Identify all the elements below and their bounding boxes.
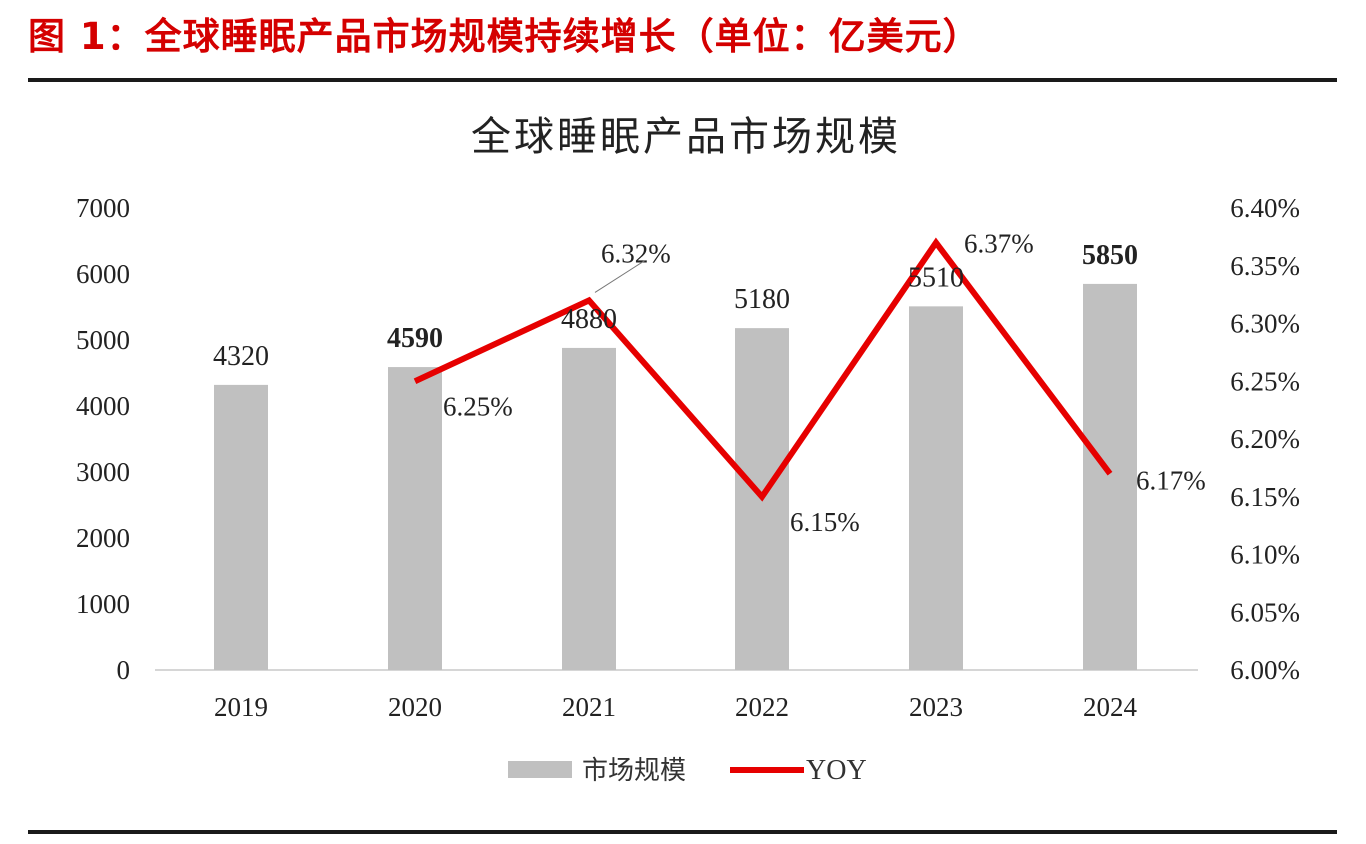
- yoy-label-2023: 6.37%: [964, 229, 1034, 259]
- y-left-tick-2000: 2000: [76, 523, 130, 553]
- y-right-tick-6.10%: 6.10%: [1230, 540, 1300, 570]
- y-left-tick-7000: 7000: [76, 193, 130, 223]
- y-left-tick-5000: 5000: [76, 325, 130, 355]
- y-right-tick-6.20%: 6.20%: [1230, 424, 1300, 454]
- x-tick-2020: 2020: [388, 692, 442, 722]
- x-tick-2019: 2019: [214, 692, 268, 722]
- axes-layer: 0 1000 2000 3000 4000 5000 6000 7000 6.00% 6.05% 6…: [76, 193, 1300, 722]
- y-left-tick-3000: 3000: [76, 457, 130, 487]
- bar-label-2022: 5180: [734, 284, 790, 315]
- y-left-tick-6000: 6000: [76, 259, 130, 289]
- yoy-leader-2021: [594, 259, 646, 293]
- y-right-tick-6.05%: 6.05%: [1230, 597, 1300, 627]
- bar-2019: [214, 384, 268, 670]
- bars-layer: [214, 283, 1137, 670]
- figure-caption: 图 1：全球睡眠产品市场规模持续增长（单位：亿美元）: [28, 15, 981, 58]
- labels-layer: 4320 4590 4880 5180 5510 5850 6.25% 6.32% 6.15% 6…: [213, 229, 1206, 537]
- yoy-label-2022: 6.15%: [790, 507, 860, 537]
- bar-2020: [388, 367, 442, 670]
- bar-2024: [1083, 283, 1137, 670]
- legend: 市场规模 YOY: [508, 755, 867, 786]
- yoy-label-2020: 6.25%: [443, 391, 513, 421]
- y-right-tick-6.25%: 6.25%: [1230, 366, 1300, 396]
- y-right-tick-6.15%: 6.15%: [1230, 482, 1300, 512]
- y-left-tick-4000: 4000: [76, 391, 130, 421]
- top-rule: [28, 78, 1337, 82]
- yoy-label-2021: 6.32%: [601, 238, 671, 268]
- legend-label-bar: 市场规模: [582, 756, 686, 786]
- x-tick-2024: 2024: [1083, 692, 1138, 722]
- x-tick-2023: 2023: [909, 692, 963, 722]
- y-left-tick-1000: 1000: [76, 589, 130, 619]
- yoy-label-2024: 6.17%: [1136, 466, 1206, 496]
- bar-label-2019: 4320: [213, 341, 269, 372]
- x-tick-2021: 2021: [562, 692, 616, 722]
- bar-2021: [562, 347, 616, 670]
- legend-label-line: YOY: [806, 755, 867, 786]
- chart-title: 全球睡眠产品市场规模: [471, 114, 901, 160]
- bar-label-2023: 5510: [908, 262, 964, 293]
- y-right-tick-6.00%: 6.00%: [1230, 655, 1300, 685]
- y-right-tick-6.40%: 6.40%: [1230, 193, 1300, 223]
- legend-swatch-bar: [508, 761, 572, 778]
- y-right-tick-6.35%: 6.35%: [1230, 251, 1300, 281]
- bar-label-2020: 4590: [387, 323, 443, 354]
- x-tick-2022: 2022: [735, 692, 789, 722]
- y-right-tick-6.30%: 6.30%: [1230, 309, 1300, 339]
- bar-2023: [909, 306, 963, 670]
- yoy-line-layer: [413, 237, 1113, 502]
- bar-label-2021: 4880: [561, 304, 617, 335]
- y-left-tick-0: 0: [117, 655, 131, 685]
- bottom-rule: [28, 830, 1337, 834]
- bar-label-2024: 5850: [1082, 240, 1138, 271]
